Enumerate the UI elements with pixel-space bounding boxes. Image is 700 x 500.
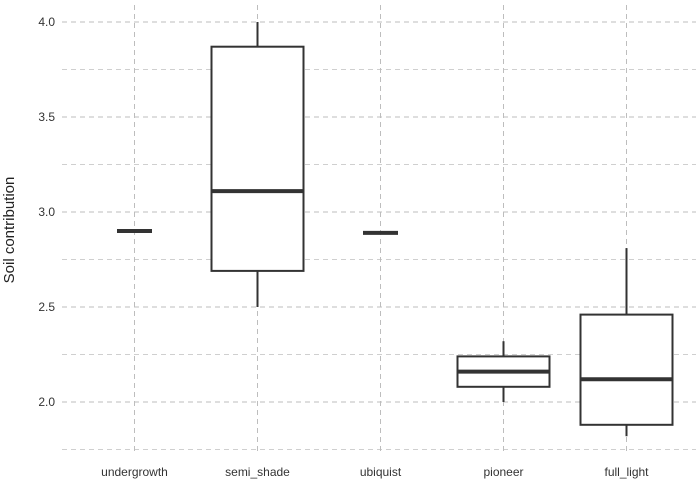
boxes xyxy=(117,22,674,437)
x-tick-label: undergrowth xyxy=(101,465,168,479)
y-tick-label: 2.5 xyxy=(38,300,55,314)
y-tick-label: 4.0 xyxy=(38,15,55,29)
x-tick-label: semi_shade xyxy=(225,465,290,479)
y-tick-label: 3.5 xyxy=(38,110,55,124)
y-tick-label: 2.0 xyxy=(38,395,55,409)
box-full_light xyxy=(579,248,674,437)
x-tick-label: full_light xyxy=(604,465,649,479)
x-tick-labels: undergrowth semi_shade ubiquist pioneer full… xyxy=(101,465,649,479)
box-iqr xyxy=(210,45,305,272)
x-tick-label: pioneer xyxy=(483,465,523,479)
box-pioneer xyxy=(456,341,551,402)
box-iqr xyxy=(579,313,674,426)
y-axis-title: Soil contribution xyxy=(1,177,18,284)
y-tick-labels: 2.0 2.5 3.0 3.5 4.0 xyxy=(38,15,55,409)
x-tick-label: ubiquist xyxy=(360,465,402,479)
box-semi_shade xyxy=(210,22,305,307)
y-tick-label: 3.0 xyxy=(38,205,55,219)
